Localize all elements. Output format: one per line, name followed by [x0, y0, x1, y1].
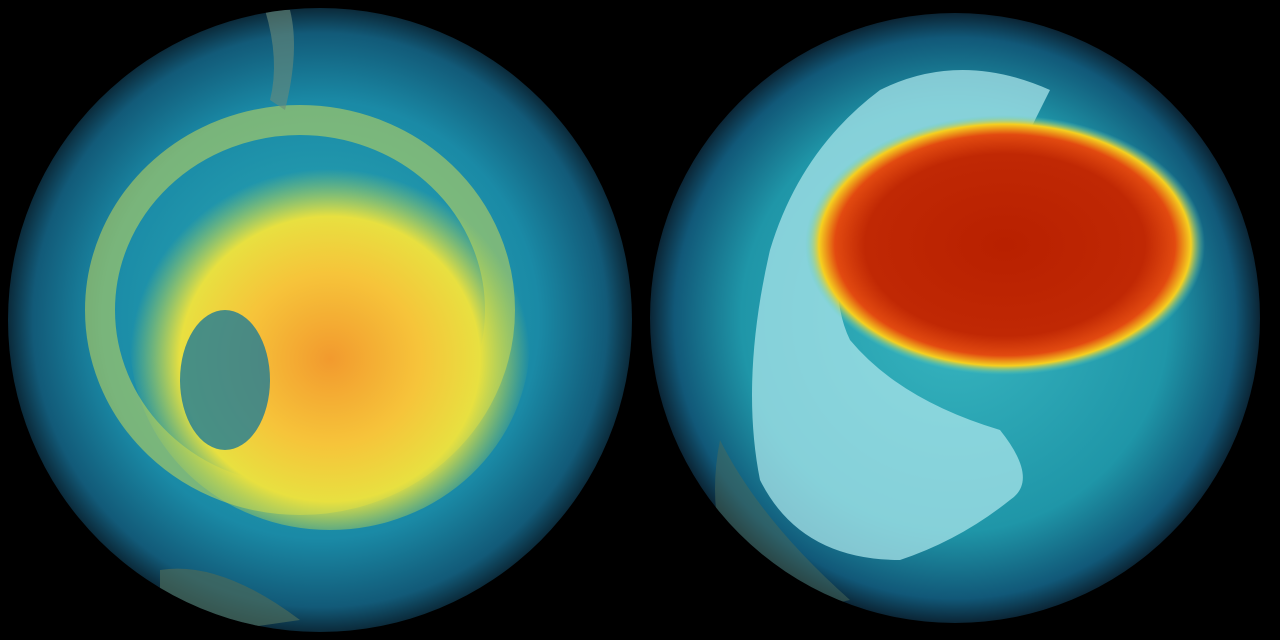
left-globe — [8, 8, 632, 632]
left-peninsula — [265, 10, 294, 110]
left-vortex-gap — [180, 310, 270, 450]
right-globe — [650, 13, 1260, 623]
right-hotspot — [805, 115, 1205, 375]
